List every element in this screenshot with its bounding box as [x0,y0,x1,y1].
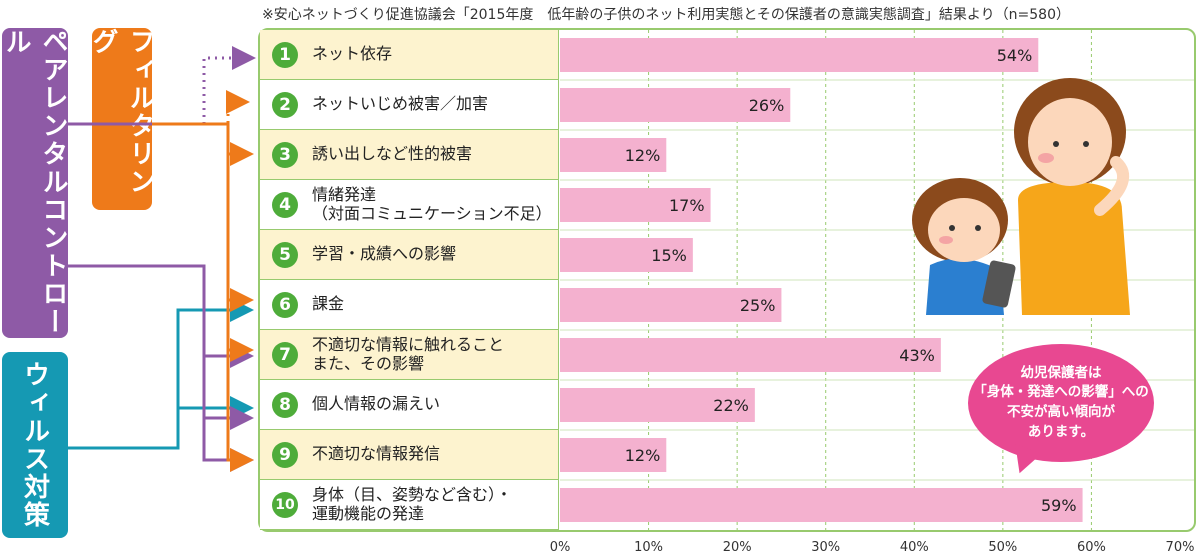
parental-connector-main [68,264,254,472]
category-row: 5 学習・成績への影響 [260,230,558,280]
bar [560,88,791,122]
rank-badge: 3 [272,141,298,168]
bar-value-label: 12% [625,446,661,465]
bar-value-label: 12% [625,146,661,165]
x-tick-label: 20% [723,540,752,555]
filtering-connector-dotted [152,90,250,126]
bar [560,188,711,222]
x-tick-label: 60% [1077,540,1106,555]
category-label: ネットいじめ被害／加害 [312,94,489,114]
x-tick-label: 10% [634,540,663,555]
bar [560,38,1039,72]
category-label: ネット依存 [312,44,393,64]
child-eye-left [949,225,955,231]
x-tick-label: 40% [900,540,929,555]
chart-panel [258,28,1196,532]
x-tick-label: 0% [550,540,571,555]
category-row: 6 課金 [260,280,558,330]
rank-badge: 4 [272,191,298,218]
category-label: 不適切な情報発信 [312,444,441,464]
category-row: 7 不適切な情報に触れること また、その影響 [260,330,558,380]
child-cheek [939,236,953,244]
bar-value-label: 43% [899,346,935,365]
category-row: 8 個人情報の漏えい [260,380,558,430]
child-eye-right [975,225,981,231]
rank-badge: 2 [272,91,298,118]
rank-badge: 5 [272,241,298,268]
mother-face [1028,98,1112,186]
speech-bubble: 幼児保護者は 「身体・発達への影響」への 不安が高い傾向が あります。 [968,344,1154,462]
rank-badge: 9 [272,441,298,468]
virus-protection-label: ウィルス対策 [2,352,68,538]
bar-value-label: 15% [651,246,687,265]
rank-badge: 8 [272,391,298,418]
rank-badge: 1 [272,41,298,68]
category-row: 1 ネット依存 [260,30,558,80]
source-note: ※安心ネットづくり促進協議会「2015年度 低年齢の子供のネット利用実態とその保… [262,7,1070,23]
bar-value-label: 25% [740,296,776,315]
category-label: 身体（目、姿勢など含む）・ 運動機能の発達 [312,485,513,523]
bar [560,288,782,322]
rank-badge: 10 [272,491,298,518]
bar [560,388,755,422]
virus-connector [68,298,254,450]
category-label: 学習・成績への影響 [312,244,457,264]
bar [560,238,693,272]
x-tick-label: 50% [988,540,1017,555]
family-illustration [912,78,1130,315]
category-row: 10 身体（目、姿勢など含む）・ 運動機能の発達 [260,480,558,530]
smartphone [982,260,1016,308]
parental-control-label: ペアレンタルコントロール [1,28,68,338]
parental-connector-dotted [202,46,256,124]
category-row: 9 不適切な情報発信 [260,430,558,480]
bar-value-label: 17% [669,196,705,215]
filtering-connector-main [152,122,254,472]
x-tick-label: 70% [1166,540,1195,555]
mother-eye-right [1083,141,1089,147]
rank-badge: 6 [272,291,298,318]
bar [560,438,667,472]
filtering-label: フィルタリング [88,28,155,210]
category-label: 課金 [312,294,345,314]
x-tick-label: 30% [811,540,840,555]
mother-cheek [1038,153,1054,163]
category-row: 3 誘い出しなど性的被害 [260,130,558,180]
category-labels: 1 ネット依存 2 ネットいじめ被害／加害 3 誘い出しなど性的被害 4 情緒発達 （対面コミ… [260,30,559,530]
category-row: 2 ネットいじめ被害／加害 [260,80,558,130]
child-face [928,198,1000,262]
category-row: 4 情緒発達 （対面コミュニケーション不足） [260,180,558,230]
bar-value-label: 54% [997,46,1033,65]
mother-eye-left [1053,141,1059,147]
bar-value-label: 26% [749,96,785,115]
category-label: 個人情報の漏えい [312,394,441,414]
category-label: 情緒発達 （対面コミュニケーション不足） [312,185,552,223]
rank-badge: 7 [272,341,298,368]
bar-value-label: 59% [1041,496,1077,515]
bar-value-label: 22% [713,396,749,415]
category-label: 誘い出しなど性的被害 [312,144,473,164]
bar [560,338,941,372]
bar [560,488,1083,522]
category-label: 不適切な情報に触れること また、その影響 [312,335,505,373]
mother-arm [1094,156,1130,216]
bar [560,138,667,172]
